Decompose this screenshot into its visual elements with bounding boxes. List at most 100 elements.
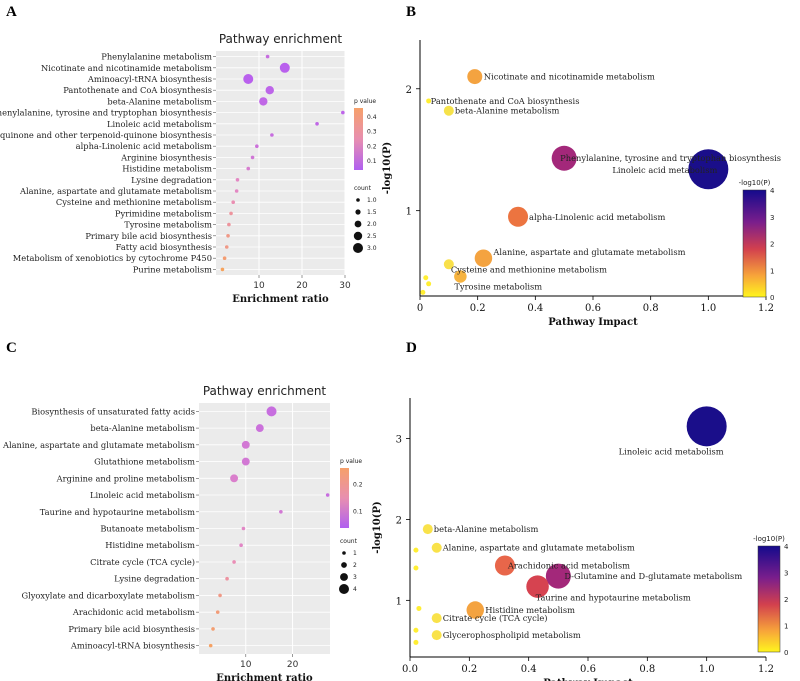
data-point — [466, 601, 485, 619]
x-tick-label: 0.8 — [639, 664, 655, 675]
count-legend-label: 1.5 — [367, 209, 377, 216]
panel-d: 0.0 0.2 0.4 0.6 0.8 1.0 1.2 1 2 3 Pathway Impact -l… — [372, 398, 789, 681]
chart-title: Pathway enrichment — [219, 32, 343, 46]
data-point — [315, 122, 319, 126]
x-tick-label: 20 — [287, 660, 299, 670]
count-legend-dot — [342, 551, 346, 555]
y-tick-label: 2 — [406, 85, 412, 96]
pvalue-colorbar — [354, 108, 363, 170]
data-point — [508, 206, 529, 227]
count-legend-label: 4 — [353, 586, 357, 593]
data-point — [413, 547, 419, 553]
data-point — [431, 613, 442, 624]
count-legend-dot — [340, 573, 348, 581]
data-point — [232, 560, 236, 564]
count-legend-label: 1.0 — [367, 197, 377, 204]
colorbar-tick: 2 — [784, 596, 788, 604]
x-tick-label: 0 — [417, 303, 423, 314]
data-point — [426, 98, 432, 104]
point-label: Arachidonic acid metabolism — [507, 561, 630, 571]
colorbar — [757, 545, 781, 653]
x-axis-title: Pathway Impact — [543, 678, 633, 681]
data-point — [270, 133, 274, 137]
data-point — [229, 211, 233, 216]
colorbar — [742, 189, 767, 298]
pathway-label: Primary bile acid biosynthesis — [85, 231, 212, 241]
point-label: Glycerophospholipid metabolism — [443, 630, 581, 640]
data-point — [279, 509, 283, 514]
pvalue-legend-tick: 0.4 — [367, 114, 377, 121]
data-point — [231, 200, 235, 204]
data-point — [431, 630, 442, 641]
pathway-label: Arachidonic acid metabolism — [72, 607, 195, 617]
pathway-label: Pyrimidine metabolism — [115, 208, 212, 218]
pvalue-legend-tick: 0.1 — [367, 158, 377, 165]
count-legend-label: 3.0 — [367, 245, 377, 252]
point-label: Nicotinate and nicotinamide metabolism — [484, 72, 655, 82]
y-tick-label: 3 — [396, 434, 402, 445]
point-label: Alanine, aspartate and glutamate metabol… — [442, 543, 635, 553]
pvalue-legend-tick: 0.2 — [353, 481, 363, 488]
pathway-label: Histidine metabolism — [122, 164, 212, 174]
pathway-label: Pantothenate and CoA biosynthesis — [63, 85, 212, 95]
data-point — [226, 234, 230, 238]
count-legend-title: count — [354, 185, 372, 192]
panel-letter-c: C — [6, 340, 17, 356]
data-point — [422, 524, 433, 535]
data-point — [454, 270, 467, 283]
data-point — [241, 440, 250, 449]
pathway-label: Tyrosine metabolism — [124, 220, 212, 230]
y-tick-label: 2 — [396, 515, 402, 526]
point-label: beta-Alanine metabolism — [434, 524, 539, 534]
pvalue-colorbar — [340, 468, 349, 528]
data-point — [416, 605, 422, 611]
x-tick-label: 0.6 — [585, 303, 601, 314]
colorbar-tick: 1 — [770, 267, 774, 275]
pathway-label: Metabolism of xenobiotics by cytochrome … — [13, 253, 212, 263]
point-label: Histidine metabolism — [485, 605, 575, 615]
data-point — [551, 145, 577, 171]
pathway-label: Butanoate metabolism — [100, 524, 195, 534]
data-point — [423, 275, 429, 281]
data-point — [259, 97, 268, 106]
data-point — [208, 643, 213, 648]
y-axis-title: -log10(P) — [372, 501, 383, 554]
point-label: Pantothenate and CoA biosynthesis — [431, 96, 580, 106]
x-tick-label: 1.2 — [758, 303, 774, 314]
count-legend-dot — [353, 243, 363, 253]
pathway-label: Aminoacyl-tRNA biosynthesis — [87, 74, 212, 84]
panel-b: 0 0.2 0.4 0.6 0.8 1.0 1.2 1 2 Pathway Impact -log1… — [382, 40, 781, 328]
data-point — [241, 457, 250, 466]
data-point — [246, 166, 251, 171]
pathway-label: Phenylalanine, tyrosine and tryptophan b… — [0, 108, 212, 118]
pathway-label: Purine metabolism — [133, 264, 212, 274]
pathway-label: Linoleic acid metabolism — [90, 490, 195, 500]
x-axis-title: Enrichment ratio — [216, 673, 313, 681]
pathway-label: Ubiquinone and other terpenoid-quinone b… — [0, 130, 212, 140]
pathway-label: Primary bile acid biosynthesis — [68, 624, 195, 634]
x-tick-label: 30 — [339, 281, 351, 291]
x-tick-label: 0.2 — [461, 664, 477, 675]
data-point — [255, 424, 264, 433]
x-tick-label: 0.2 — [470, 303, 486, 314]
data-point — [341, 110, 345, 115]
pvalue-legend-tick: 0.2 — [367, 143, 377, 150]
data-point — [218, 593, 222, 598]
x-tick-label: 1.2 — [758, 664, 774, 675]
pathway-label: Biosynthesis of unsaturated fatty acids — [31, 406, 195, 416]
data-point — [239, 543, 243, 548]
pathway-label: beta-Alanine metabolism — [107, 96, 212, 106]
y-axis-title: -log10(P) — [382, 142, 393, 195]
colorbar-tick: 3 — [770, 214, 774, 222]
pathway-label: Fatty acid biosynthesis — [116, 242, 212, 252]
x-tick-label: 0.6 — [580, 664, 596, 675]
count-legend-title: count — [340, 538, 358, 545]
point-label: Phenylalanine, tyrosine and tryptophan b… — [560, 153, 781, 163]
pathway-label: Histidine metabolism — [105, 540, 195, 550]
colorbar-tick: 4 — [770, 187, 775, 195]
count-legend-label: 2 — [353, 562, 357, 569]
pathway-label: Glyoxylate and dicarboxylate metabolism — [21, 590, 195, 600]
data-point — [413, 639, 419, 645]
data-point — [325, 493, 330, 497]
